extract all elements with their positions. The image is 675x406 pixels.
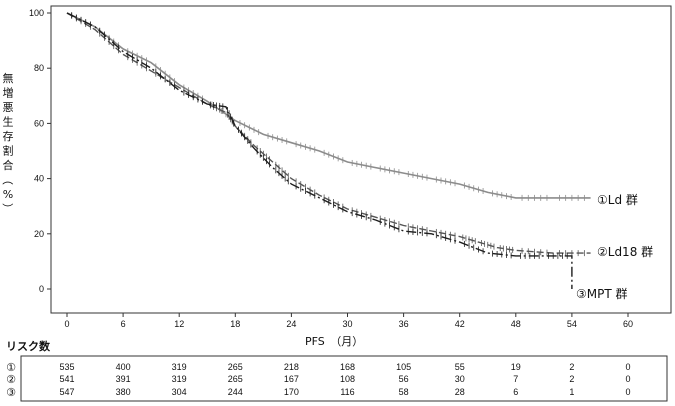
- risk-cell: 0: [625, 374, 630, 384]
- risk-cell: 319: [172, 362, 187, 372]
- risk-cell: 7: [513, 374, 518, 384]
- risk-cell: 30: [455, 374, 465, 384]
- risk-cell: 1: [569, 387, 574, 397]
- risk-row-marker: ①: [6, 361, 16, 374]
- x-tick-label: 0: [64, 319, 69, 329]
- risk-cell: 2: [569, 374, 574, 384]
- y-axis-title-char: %: [3, 188, 13, 201]
- risk-cell: 2: [569, 362, 574, 372]
- x-axis-title: PFS （月）: [305, 335, 363, 348]
- risk-cell: 28: [455, 387, 465, 397]
- x-tick-label: 30: [342, 319, 352, 329]
- x-tick-label: 48: [511, 319, 521, 329]
- y-tick-label: 0: [39, 284, 44, 294]
- risk-cell: 56: [399, 374, 409, 384]
- risk-cell: 6: [513, 387, 518, 397]
- x-tick-label: 54: [567, 319, 577, 329]
- risk-cell: 304: [172, 387, 187, 397]
- risk-row-marker: ②: [6, 373, 16, 386]
- series-line-ld: [66, 12, 591, 199]
- risk-cell: 319: [172, 374, 187, 384]
- series-line-ld18: [66, 12, 591, 254]
- y-axis-title-char: 存: [3, 129, 14, 143]
- risk-row-marker: ③: [6, 386, 16, 399]
- risk-cell: 108: [340, 374, 355, 384]
- risk-cell: 400: [116, 362, 131, 372]
- risk-cell: 380: [116, 387, 131, 397]
- x-tick-label: 24: [286, 319, 296, 329]
- x-axis-ticks: 0 6 12 18 24 30 36 42 48 54 60: [64, 313, 633, 329]
- risk-cell: 55: [455, 362, 465, 372]
- risk-table-title: リスク数: [6, 339, 51, 353]
- risk-cell: 168: [340, 362, 355, 372]
- y-axis-ticks: 0 20 40 60 80 100: [29, 8, 51, 294]
- y-axis-title-char: 合: [3, 158, 14, 172]
- risk-cell: 116: [340, 387, 354, 397]
- y-tick-label: 60: [34, 118, 44, 128]
- risk-cell: 265: [228, 362, 243, 372]
- x-tick-label: 60: [623, 319, 633, 329]
- risk-cell: 391: [116, 374, 131, 384]
- y-tick-label: 40: [34, 174, 44, 184]
- y-axis-title-char: 割: [3, 144, 14, 158]
- risk-cell: 167: [284, 374, 299, 384]
- y-axis-title-char: 増: [3, 87, 14, 100]
- series-label-mpt: ③MPT 群: [576, 287, 628, 301]
- x-tick-label: 6: [121, 319, 126, 329]
- risk-cell: 0: [625, 387, 630, 397]
- y-tick-label: 80: [34, 63, 44, 73]
- y-tick-label: 100: [29, 8, 44, 18]
- risk-cell: 244: [228, 387, 243, 397]
- risk-cell: 218: [284, 362, 299, 372]
- risk-cell: 105: [396, 362, 411, 372]
- risk-cell: 535: [59, 362, 74, 372]
- risk-table: ① 535 400 319 265 218 168 105 55 19 2 0② 541 391 319 26…: [6, 361, 630, 399]
- x-tick-label: 18: [230, 319, 240, 329]
- risk-cell: 170: [284, 387, 299, 397]
- risk-cell: 58: [399, 387, 409, 397]
- y-axis-title-char: （: [1, 174, 14, 185]
- y-axis-title-char: 生: [3, 115, 14, 129]
- series-layer: [66, 12, 591, 289]
- risk-table-frame: [20, 355, 668, 402]
- series-label-ld18: ②Ld18 群: [597, 245, 653, 259]
- x-tick-label: 36: [399, 319, 409, 329]
- y-axis-title-char: 無: [3, 71, 14, 85]
- risk-cell: 547: [59, 387, 74, 397]
- x-tick-label: 42: [455, 319, 465, 329]
- y-axis-title-char: 悪: [3, 101, 14, 114]
- x-tick-label: 12: [174, 319, 184, 329]
- risk-cell: 0: [625, 362, 630, 372]
- y-tick-label: 20: [34, 229, 44, 239]
- plot-area-frame: [50, 5, 672, 314]
- risk-cell: 265: [228, 374, 243, 384]
- series-label-ld: ①Ld 群: [597, 193, 638, 207]
- y-axis-title-char: ）: [1, 203, 14, 214]
- risk-cell: 19: [511, 362, 521, 372]
- risk-cell: 541: [59, 374, 74, 384]
